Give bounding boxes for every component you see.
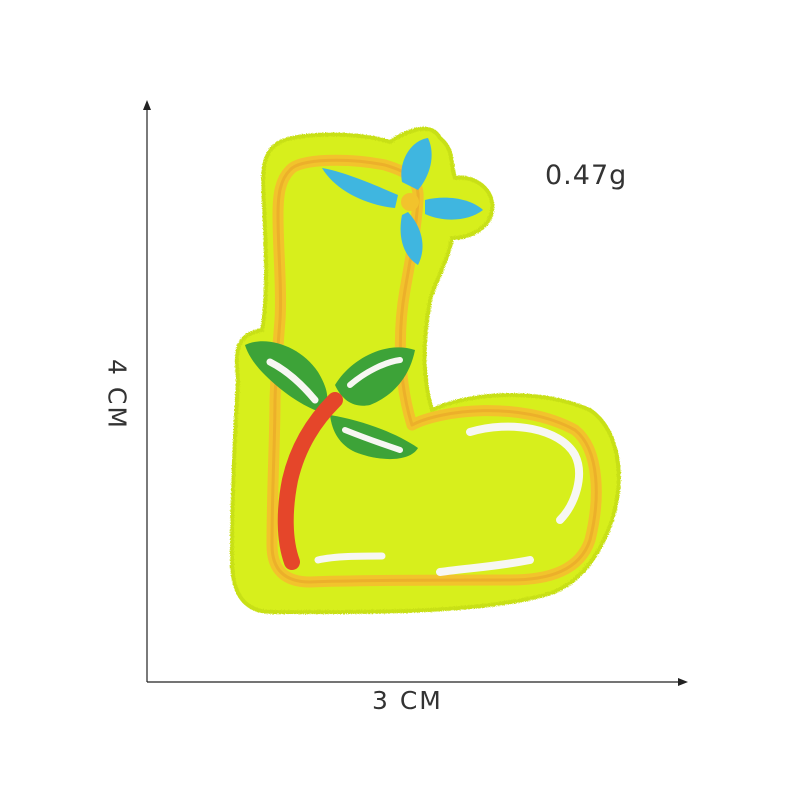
vertical-axis-arrow-icon (143, 100, 151, 110)
leaf-left-white (266, 358, 319, 404)
height-dimension-label: 4 CM (102, 359, 132, 430)
white-thread-bottom (436, 556, 534, 576)
red-stem (277, 392, 343, 570)
weight-label: 0.47g (545, 160, 628, 191)
flower-petal-right (425, 197, 483, 220)
felt-base (229, 126, 621, 615)
leaf-right-white (347, 357, 403, 388)
dimension-axes (143, 100, 688, 686)
flower-petal-top (401, 138, 432, 190)
flower-petal-left (322, 168, 398, 208)
blue-flower (322, 138, 483, 265)
flower-center (401, 193, 419, 211)
white-thread-heart (466, 422, 583, 524)
flower-petal-bottom (400, 212, 423, 265)
horizontal-axis-arrow-icon (678, 678, 688, 686)
leaf-bottom-white (342, 427, 403, 453)
letter-l-patch (229, 126, 621, 615)
width-dimension-label: 3 CM (372, 686, 443, 715)
white-thread-left (314, 552, 386, 564)
